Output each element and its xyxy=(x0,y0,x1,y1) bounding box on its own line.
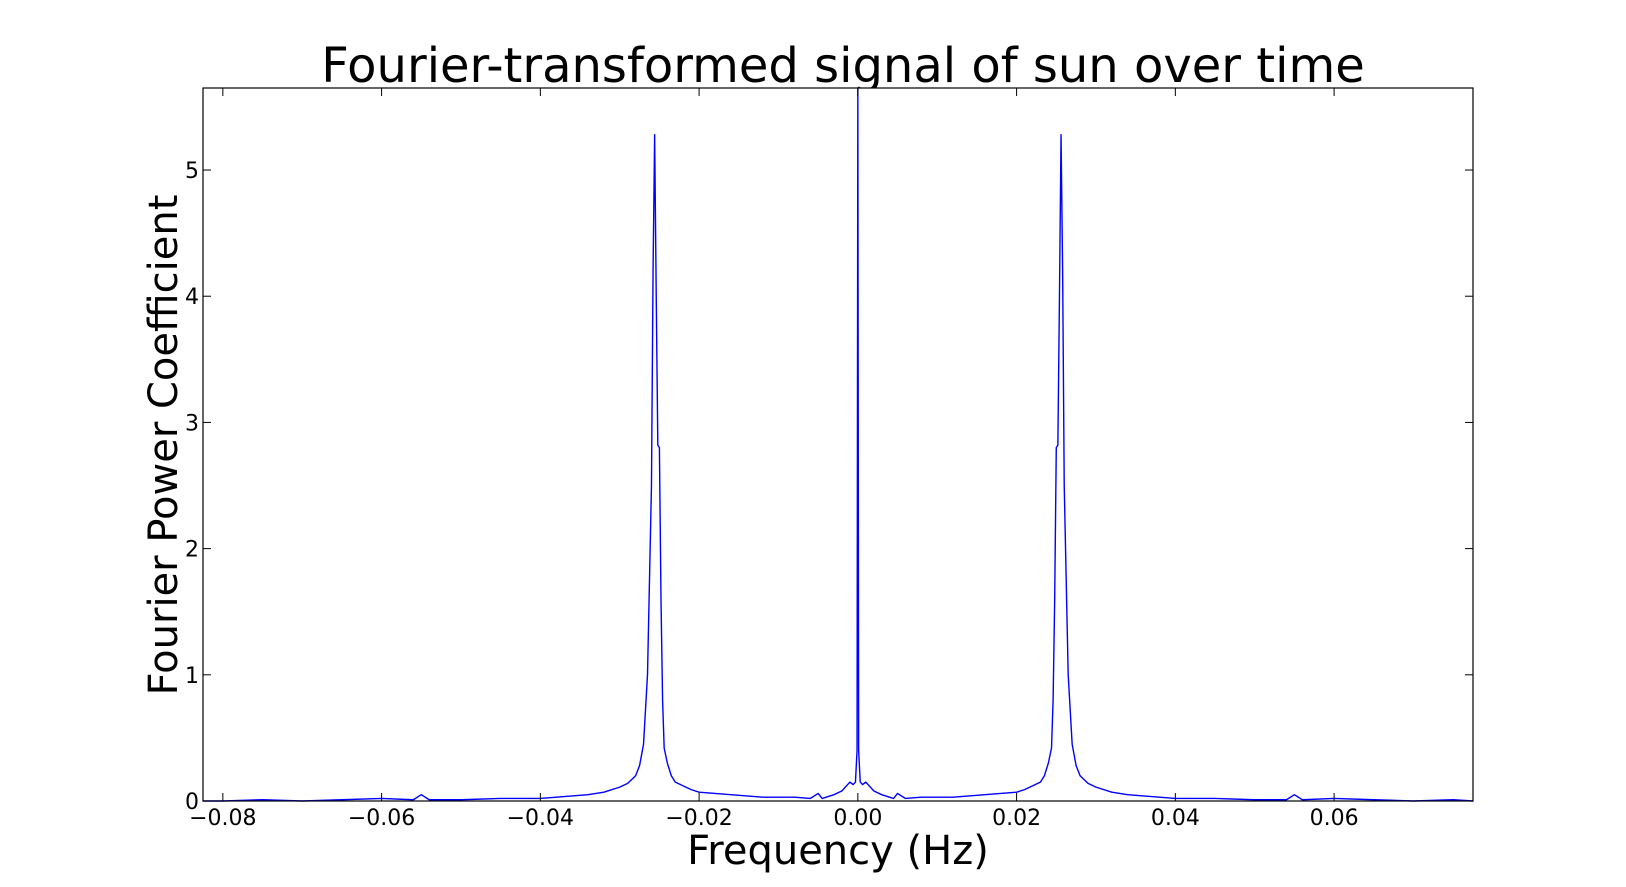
y-tick-label-1: 1 xyxy=(185,664,199,689)
y-tick-label-5: 5 xyxy=(185,159,199,184)
chart-title: Fourier-transformed signal of sun over t… xyxy=(321,38,1364,94)
x-tick-label-6: 0.04 xyxy=(1151,806,1200,831)
series-layer xyxy=(203,87,1474,802)
plot-background xyxy=(203,88,1473,801)
x-axis-ticks: −0.08 −0.06 −0.04 −0.02 0.00 0.02 0.04 0.06 xyxy=(189,88,1359,831)
x-tick-label-4: 0.00 xyxy=(833,806,882,831)
x-tick-label-0: −0.08 xyxy=(189,806,256,831)
y-tick-label-3: 3 xyxy=(185,411,199,436)
series-line-0 xyxy=(203,87,1474,802)
x-tick-label-1: −0.06 xyxy=(348,806,415,831)
y-tick-label-2: 2 xyxy=(185,538,199,563)
y-axis-label: Fourier Power Coefficient xyxy=(141,195,187,696)
x-tick-label-7: 0.06 xyxy=(1310,806,1359,831)
x-tick-label-5: 0.02 xyxy=(992,806,1041,831)
x-tick-label-2: −0.04 xyxy=(507,806,574,831)
plot-frame xyxy=(202,87,1474,802)
plot-area xyxy=(202,87,1474,802)
x-axis-label: Frequency (Hz) xyxy=(687,828,989,874)
y-tick-label-4: 4 xyxy=(185,285,199,310)
y-axis-ticks: 0 1 2 3 4 5 xyxy=(185,159,1473,815)
y-tick-label-0: 0 xyxy=(185,790,199,815)
x-tick-label-3: −0.02 xyxy=(665,806,732,831)
